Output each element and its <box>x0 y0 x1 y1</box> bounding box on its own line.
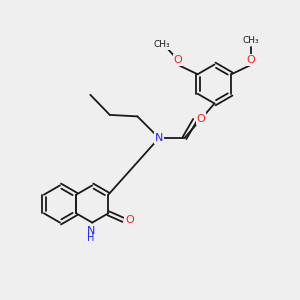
Text: N: N <box>86 226 95 236</box>
Text: N: N <box>155 133 163 143</box>
Text: O: O <box>247 55 255 65</box>
Text: CH₃: CH₃ <box>153 40 170 49</box>
Text: O: O <box>125 215 134 225</box>
Text: CH₃: CH₃ <box>243 36 259 45</box>
Text: H: H <box>87 233 94 243</box>
Text: O: O <box>196 113 206 124</box>
Text: O: O <box>174 55 182 65</box>
